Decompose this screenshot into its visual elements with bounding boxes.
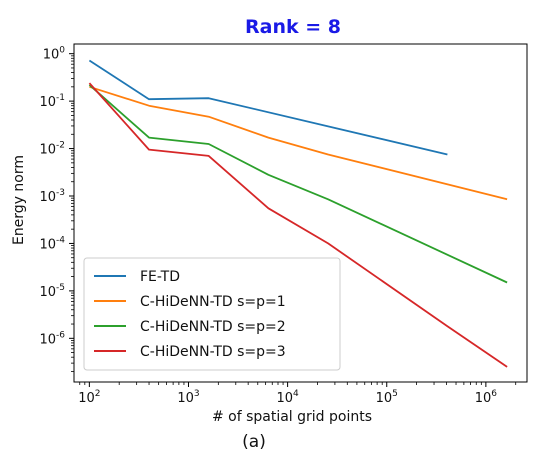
series-line-3 — [88, 84, 508, 284]
y-tick-label: 10-2 — [39, 141, 65, 158]
y-tick-label: 10-4 — [39, 235, 65, 252]
legend-label-3: C-HiDeNN-TD s=p=2 — [140, 319, 286, 335]
y-tick-label: 10-1 — [39, 93, 65, 110]
y-tick-label: 10-5 — [39, 283, 65, 300]
x-tick-label: 103 — [177, 389, 199, 406]
series-line-4 — [88, 82, 508, 368]
series-line-2 — [89, 85, 508, 201]
y-axis-label: Energy norm — [11, 155, 27, 245]
series-line-1 — [88, 59, 448, 156]
x-tick-label: 106 — [475, 389, 498, 406]
chart-title: Rank = 8 — [245, 16, 341, 38]
legend-box — [83, 257, 341, 371]
axes-frame — [73, 43, 528, 383]
x-axis-label: # of spatial grid points — [212, 409, 372, 425]
legend-label-1: FE-TD — [140, 269, 180, 285]
y-tick-label: 100 — [43, 46, 66, 63]
series-layer — [88, 59, 508, 368]
legend: FE-TD C-HiDeNN-TD s=p=1 C-HiDeNN-TD s=p=2 C… — [83, 257, 341, 371]
x-tick-label: 102 — [78, 389, 100, 406]
axes-layer: 102 103 104 105 106 100 10-1 10-2 10-3 10-4 10-5 10… — [39, 43, 528, 406]
figure-caption: (a) — [242, 432, 266, 452]
x-tick-label: 105 — [376, 389, 398, 406]
x-tick-label: 104 — [276, 389, 299, 406]
y-tick-label: 10-3 — [39, 188, 65, 205]
y-tick-label: 10-6 — [39, 330, 65, 347]
legend-label-2: C-HiDeNN-TD s=p=1 — [140, 294, 286, 310]
legend-label-4: C-HiDeNN-TD s=p=3 — [140, 344, 286, 360]
